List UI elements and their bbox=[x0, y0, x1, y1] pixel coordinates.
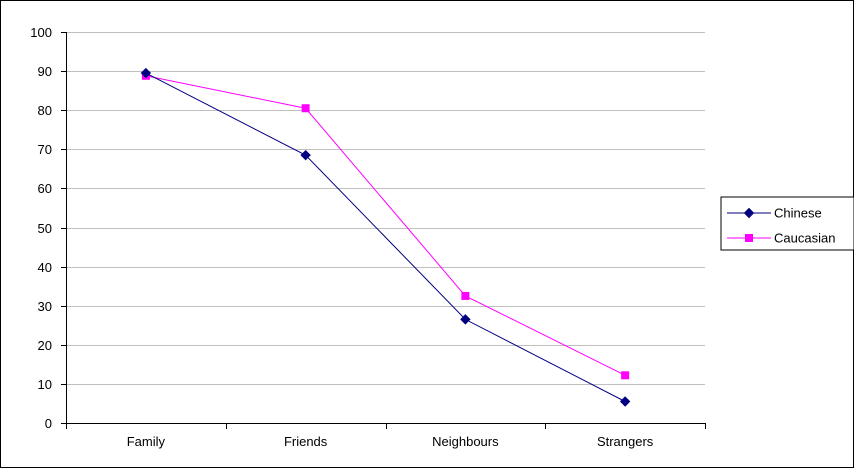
legend: Chinese Caucasian bbox=[720, 196, 854, 251]
legend-label: Chinese bbox=[774, 206, 822, 221]
x-tick-label: Family bbox=[127, 434, 166, 449]
y-tick-label: 10 bbox=[38, 377, 52, 392]
y-tick-labels: 0 10 20 30 40 50 60 70 80 90 100 bbox=[30, 25, 52, 431]
y-tick-label: 90 bbox=[38, 64, 52, 79]
data-point bbox=[300, 149, 311, 161]
series-line bbox=[145, 72, 626, 402]
axes bbox=[61, 32, 706, 429]
y-tick-label: 40 bbox=[38, 260, 52, 275]
legend-box bbox=[720, 196, 854, 251]
y-tick-label: 100 bbox=[30, 25, 52, 40]
data-point bbox=[140, 67, 152, 79]
data-point bbox=[461, 291, 470, 300]
legend-marker bbox=[743, 207, 755, 219]
data-point bbox=[460, 314, 471, 325]
data-point bbox=[619, 396, 631, 407]
y-tick-label: 0 bbox=[45, 416, 52, 431]
x-tick-labels: Family Friends Neighbours Strangers bbox=[127, 434, 654, 449]
x-tick-label: Friends bbox=[284, 434, 328, 449]
legend-marker bbox=[745, 234, 753, 242]
y-tick-label: 50 bbox=[38, 221, 52, 236]
legend-item-caucasian: Caucasian bbox=[727, 231, 835, 246]
series-chinese bbox=[140, 67, 631, 407]
legend-label: Caucasian bbox=[774, 231, 835, 246]
series-lines bbox=[140, 67, 631, 407]
legend-item-chinese: Chinese bbox=[727, 206, 822, 221]
y-tick-label: 60 bbox=[38, 181, 52, 196]
series-line bbox=[145, 75, 626, 376]
y-tick-label: 80 bbox=[38, 103, 52, 118]
y-tick-label: 30 bbox=[38, 299, 52, 314]
data-point bbox=[301, 104, 310, 113]
y-tick-label: 20 bbox=[38, 338, 52, 353]
x-tick-label: Strangers bbox=[597, 434, 654, 449]
x-tick-label: Neighbours bbox=[432, 434, 499, 449]
gridlines bbox=[66, 32, 705, 385]
data-point bbox=[621, 371, 630, 380]
y-tick-label: 70 bbox=[38, 142, 52, 157]
